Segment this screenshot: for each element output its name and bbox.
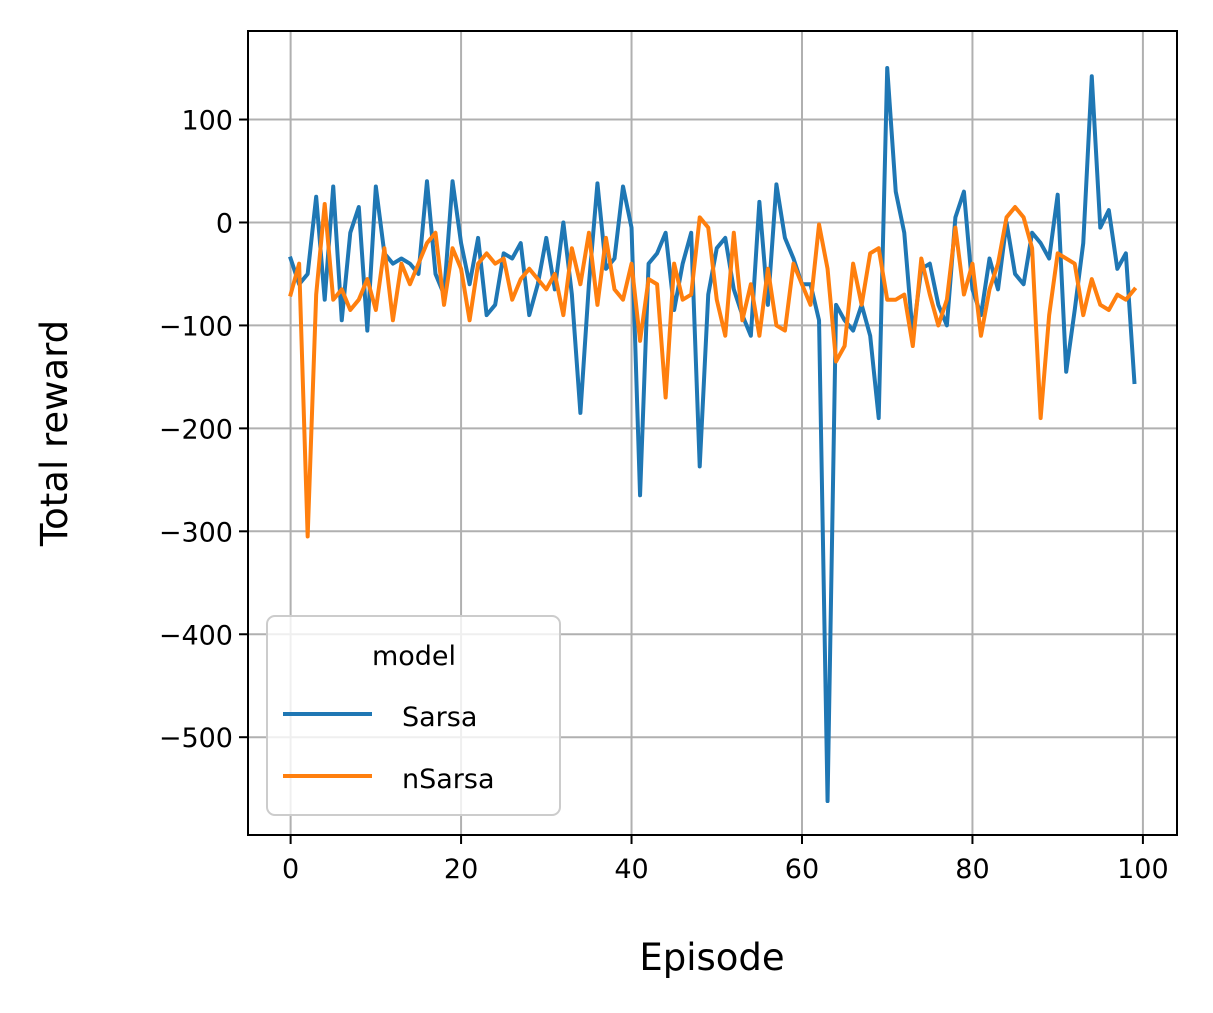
x-tick-label: 100 [1117, 854, 1169, 885]
legend: model Sarsa nSarsa [266, 615, 561, 816]
y-tick-label: −300 [159, 517, 233, 548]
legend-title: model [372, 641, 456, 672]
legend-label-sarsa: Sarsa [402, 702, 477, 733]
x-tick-label: 0 [282, 854, 299, 885]
series-line-nsarsa [288, 201, 1138, 539]
x-axis-title: Episode [639, 936, 784, 979]
plot-frame [247, 30, 1178, 836]
x-tick-label: 20 [444, 854, 478, 885]
y-tick-label: 0 [216, 208, 233, 239]
x-tick-label: 60 [785, 854, 819, 885]
x-tick-label: 40 [614, 854, 648, 885]
axis-ticks: 0 20 40 60 80 100 100 0 −100 −200 −300 −400 −500 [159, 106, 1169, 885]
y-tick-label: −200 [159, 414, 233, 445]
y-tick-label: −500 [159, 723, 233, 754]
y-tick-label: 100 [181, 106, 233, 137]
x-tick-label: 80 [955, 854, 989, 885]
legend-box [266, 615, 561, 816]
y-tick-label: −100 [159, 311, 233, 342]
legend-label-nsarsa: nSarsa [402, 764, 495, 795]
y-tick-label: −400 [159, 620, 233, 651]
series-lines [288, 66, 1138, 804]
y-axis-title: Total reward [33, 320, 76, 547]
